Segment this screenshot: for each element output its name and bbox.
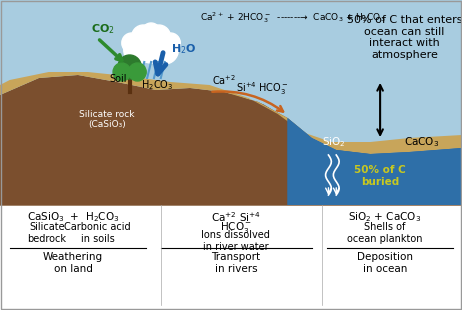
- Text: SiO$_2$ + CaCO$_3$: SiO$_2$ + CaCO$_3$: [348, 210, 421, 224]
- Text: Weathering
on land: Weathering on land: [43, 252, 103, 274]
- Text: H$_2$O: H$_2$O: [171, 42, 196, 56]
- Text: Ca$^{+2}$ Si$^{+4}$: Ca$^{+2}$ Si$^{+4}$: [211, 210, 261, 224]
- Circle shape: [122, 33, 141, 53]
- Circle shape: [128, 63, 146, 81]
- Circle shape: [118, 55, 141, 79]
- Text: Carbonic acid
in soils: Carbonic acid in soils: [64, 222, 131, 244]
- Text: 50% of C
buried: 50% of C buried: [354, 165, 406, 187]
- Text: Ions dissolved
in river water: Ions dissolved in river water: [201, 230, 270, 252]
- Circle shape: [141, 23, 161, 43]
- Polygon shape: [0, 72, 462, 154]
- Text: CO$_2$: CO$_2$: [91, 22, 115, 36]
- Text: Ca$^{2+}$ + 2HCO$_3^-$  -------→  CaCO$_3$ + H$_2$CO$_3$: Ca$^{2+}$ + 2HCO$_3^-$ -------→ CaCO$_3$…: [200, 10, 385, 25]
- Text: Shells of
ocean plankton: Shells of ocean plankton: [347, 222, 423, 244]
- Circle shape: [124, 36, 151, 64]
- Text: CaCO$_3$: CaCO$_3$: [404, 135, 440, 149]
- Text: Transport
in rivers: Transport in rivers: [211, 252, 260, 274]
- Text: Deposition
in ocean: Deposition in ocean: [357, 252, 413, 274]
- Text: Silicate rock
(CaSiO₃): Silicate rock (CaSiO₃): [80, 110, 135, 129]
- Text: SiO$_2$: SiO$_2$: [322, 135, 345, 149]
- Polygon shape: [288, 118, 462, 205]
- Circle shape: [151, 36, 178, 64]
- Circle shape: [134, 27, 169, 63]
- Circle shape: [147, 25, 171, 49]
- Circle shape: [161, 33, 180, 53]
- Circle shape: [113, 63, 131, 81]
- Text: 50% of C that enters
ocean can still
interact with
atmosphere: 50% of C that enters ocean can still int…: [346, 15, 462, 60]
- Text: Soil: Soil: [109, 74, 127, 84]
- Text: Silicate
bedrock: Silicate bedrock: [27, 222, 66, 244]
- Text: H$_2$CO$_3$: H$_2$CO$_3$: [141, 78, 174, 92]
- Text: CaSiO$_3$  +  H$_2$CO$_3$: CaSiO$_3$ + H$_2$CO$_3$: [27, 210, 119, 224]
- Text: Si$^{+4}$ HCO$_3^-$: Si$^{+4}$ HCO$_3^-$: [236, 80, 289, 97]
- Polygon shape: [0, 80, 462, 205]
- Polygon shape: [0, 75, 462, 205]
- FancyBboxPatch shape: [0, 205, 462, 310]
- Polygon shape: [288, 118, 462, 205]
- Circle shape: [132, 25, 155, 49]
- Text: HCO$_3^-$: HCO$_3^-$: [220, 220, 252, 235]
- Text: Ca$^{+2}$: Ca$^{+2}$: [212, 73, 237, 87]
- FancyBboxPatch shape: [0, 0, 462, 155]
